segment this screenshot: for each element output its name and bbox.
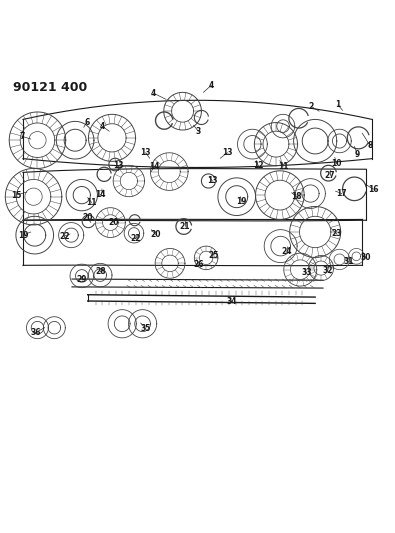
Text: 20: 20 [108,217,118,227]
Text: 27: 27 [325,171,335,180]
Text: 90121 400: 90121 400 [13,80,87,94]
Text: 16: 16 [368,185,378,193]
Text: 28: 28 [95,267,105,276]
Text: 3: 3 [196,127,201,136]
Text: 33: 33 [301,268,312,277]
Text: 13: 13 [222,148,233,157]
Text: 22: 22 [130,234,141,243]
Text: 25: 25 [209,251,219,260]
Text: 7: 7 [19,132,24,141]
Text: 22: 22 [59,232,70,241]
Text: 30: 30 [361,253,371,262]
Text: 31: 31 [343,257,354,266]
Text: 21: 21 [180,222,190,231]
Text: 17: 17 [337,189,347,198]
Text: 36: 36 [31,328,41,337]
Text: 8: 8 [367,141,373,150]
Text: 6: 6 [84,118,90,127]
Text: 4: 4 [151,88,156,98]
Text: 32: 32 [322,266,333,275]
Text: 4: 4 [209,81,214,90]
Text: 14: 14 [149,161,160,171]
Text: 14: 14 [95,190,106,199]
Text: 20: 20 [150,230,161,239]
Text: 12: 12 [253,161,263,170]
Text: 11: 11 [278,162,288,171]
Text: 1: 1 [335,100,340,109]
Text: 26: 26 [193,260,203,269]
Text: 23: 23 [331,229,342,238]
Text: 20: 20 [83,213,93,222]
Text: 19: 19 [18,231,28,240]
Text: 9: 9 [355,150,360,159]
Text: 34: 34 [227,297,237,306]
Text: 15: 15 [11,191,21,200]
Text: 13: 13 [113,161,124,170]
Text: 11: 11 [87,198,97,207]
Text: 18: 18 [291,192,302,201]
Text: 35: 35 [141,324,151,333]
Text: 13: 13 [207,176,218,185]
Text: 29: 29 [77,275,87,284]
Text: +: + [98,188,104,194]
Text: 19: 19 [236,197,247,206]
Text: 4: 4 [100,122,105,131]
Text: 13: 13 [141,148,151,157]
Text: 24: 24 [282,247,292,256]
Text: 10: 10 [331,159,342,168]
Text: 2: 2 [308,102,314,111]
